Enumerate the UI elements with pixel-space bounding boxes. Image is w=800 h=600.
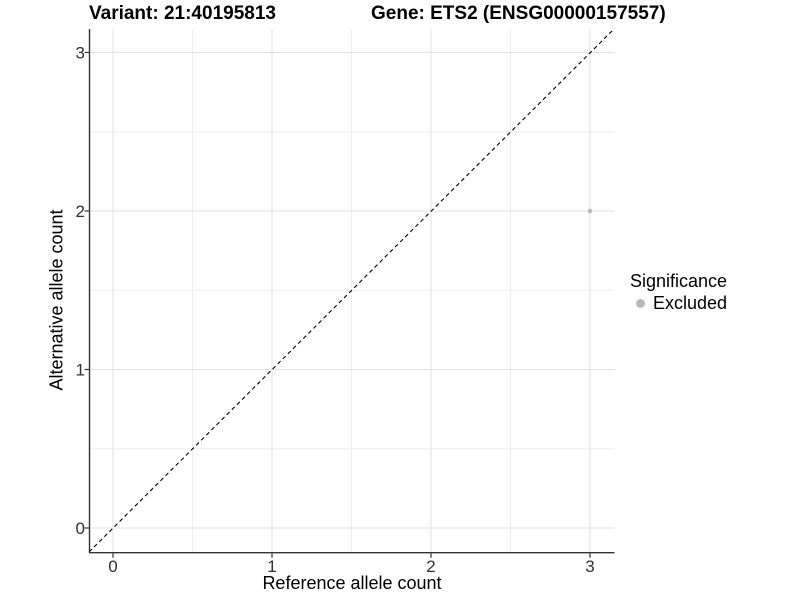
y-axis-title: Alternative allele count [46,209,67,391]
plot-title-variant: Variant: 21:40195813 [89,3,276,24]
legend-title: Significance [630,271,728,291]
x-tick-label: 0 [108,557,117,576]
data-point [587,208,593,214]
legend-item-excluded: Excluded [636,293,727,314]
plot-title-gene: Gene: ETS2 (ENSG00000157557) [371,3,666,24]
y-tick-label: 0 [76,519,85,538]
y-tick-label: 1 [76,361,85,380]
x-tick-label: 3 [585,557,594,576]
y-tick-label: 3 [76,44,85,63]
legend-item-label: Excluded [653,293,728,313]
x-axis-title: Reference allele count [262,573,442,593]
y-tick-label: 2 [76,202,85,221]
identity-reference-line [88,28,615,553]
x-tick-label: 2 [426,557,435,576]
legend-key-dot-icon [636,299,645,308]
legend: Significance Excluded [630,271,727,314]
x-tick-label: 1 [267,557,276,576]
